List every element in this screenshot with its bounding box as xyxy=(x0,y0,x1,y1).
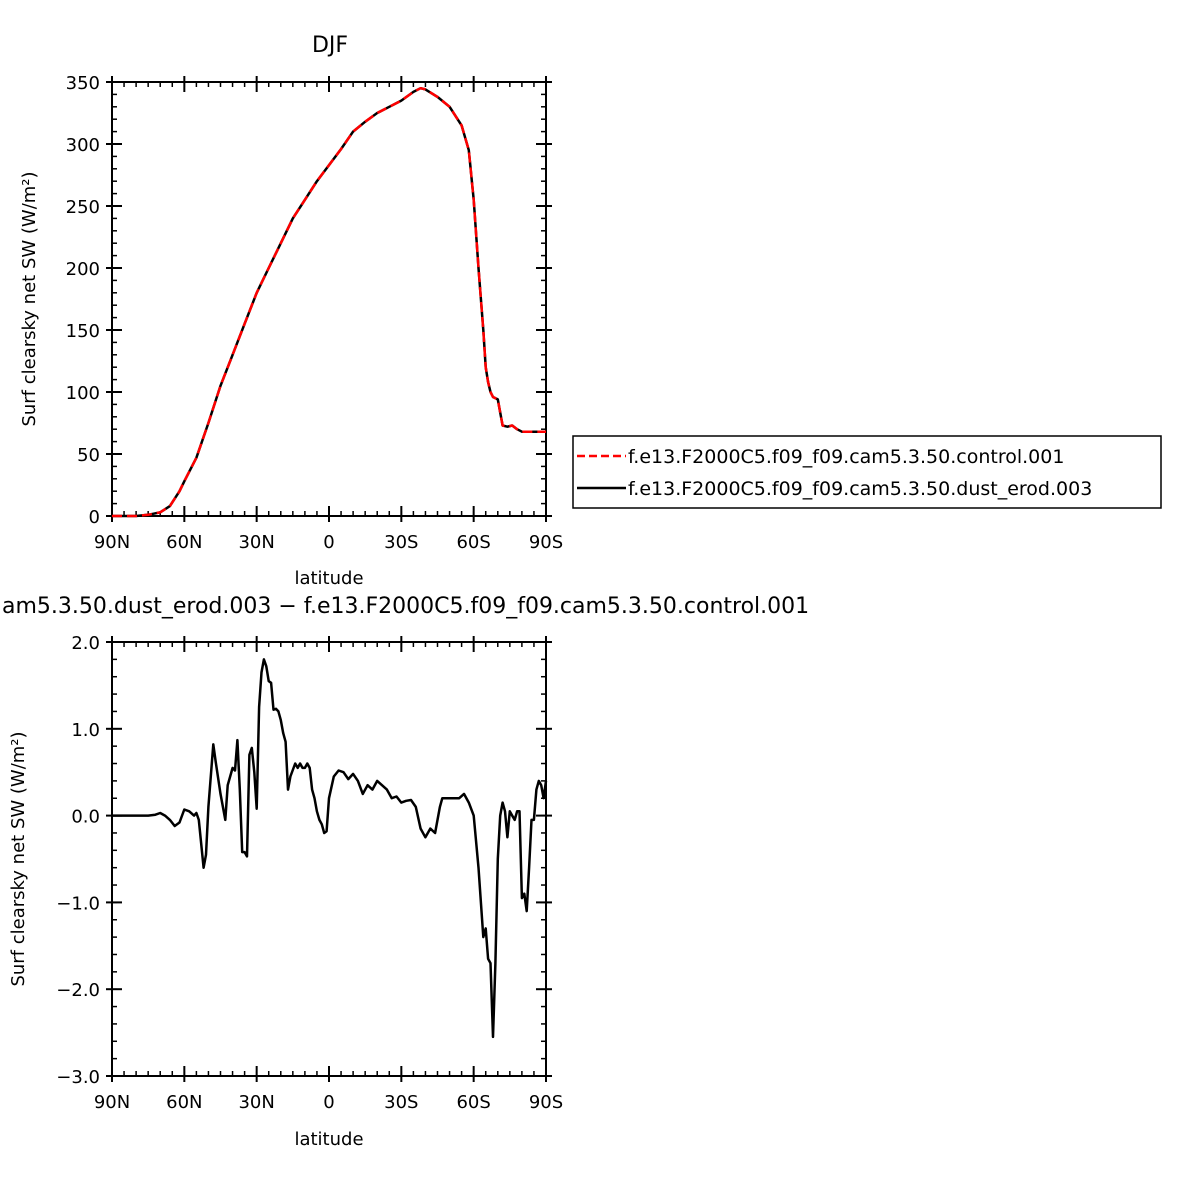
x-tick-label: 0 xyxy=(323,1092,334,1113)
x-tick-label: 0 xyxy=(323,532,334,553)
x-tick-label: 90S xyxy=(529,1092,563,1113)
y-tick-label: −2.0 xyxy=(56,980,100,1001)
bottom-panel-marks: 90N 60N 30N 0 30S 60S 90S 2.0 1.0 0.0 −1.0 −2.0 −3.0 xyxy=(56,633,563,1113)
x-tick-label: 90N xyxy=(94,1092,130,1113)
y-tick-label: 150 xyxy=(66,321,100,342)
top-panel: DJF 90N 60N 30N 0 30S 60S 90S 0 50 100 150 200 250 30… xyxy=(19,33,563,589)
legend-label-control: f.e13.F2000C5.f09_f09.cam5.3.50.control.… xyxy=(628,446,1064,468)
y-tick-label: 0.0 xyxy=(71,807,100,828)
x-tick-label: 60N xyxy=(166,1092,202,1113)
x-tick-label: 60N xyxy=(166,532,202,553)
y-tick-label: 0 xyxy=(89,507,100,528)
x-tick-label: 90N xyxy=(94,532,130,553)
top-panel-ylabel: Surf clearsky net SW (W/m²) xyxy=(19,171,40,426)
top-panel-xlabel: latitude xyxy=(294,568,363,589)
y-tick-label: 100 xyxy=(66,383,100,404)
y-tick-label: 300 xyxy=(66,135,100,156)
x-tick-label: 30N xyxy=(238,1092,274,1113)
x-tick-label: 30N xyxy=(238,532,274,553)
series-line-0 xyxy=(112,658,548,1039)
y-tick-label: 200 xyxy=(66,259,100,280)
y-tick-label: 1.0 xyxy=(71,720,100,741)
y-tick-label: −1.0 xyxy=(56,893,100,914)
top-panel-title: DJF xyxy=(312,33,348,58)
bottom-panel-xlabel: latitude xyxy=(294,1129,363,1150)
legend-box xyxy=(572,435,1162,509)
bottom-panel-ylabel: Surf clearsky net SW (W/m²) xyxy=(8,731,29,986)
x-tick-label: 30S xyxy=(384,532,418,553)
y-tick-label: −3.0 xyxy=(56,1067,100,1088)
bottom-panel: am5.3.50.dust_erod.003 − f.e13.F2000C5.f… xyxy=(2,594,809,1150)
bottom-panel-title: am5.3.50.dust_erod.003 − f.e13.F2000C5.f… xyxy=(2,594,809,619)
x-tick-label: 30S xyxy=(384,1092,418,1113)
legend-label-dust-erod: f.e13.F2000C5.f09_f09.cam5.3.50.dust_ero… xyxy=(628,478,1092,500)
y-tick-label: 50 xyxy=(77,445,100,466)
bottom-plot-frame xyxy=(111,641,547,1077)
top-panel-marks: 90N 60N 30N 0 30S 60S 90S 0 50 100 150 200 250 300 350 xyxy=(66,73,564,553)
series-line-0 xyxy=(112,86,546,518)
y-tick-label: 2.0 xyxy=(71,633,100,654)
y-tick-label: 250 xyxy=(66,197,100,218)
x-tick-label: 60S xyxy=(456,1092,490,1113)
x-tick-label: 90S xyxy=(529,532,563,553)
x-tick-label: 60S xyxy=(456,532,490,553)
y-tick-label: 350 xyxy=(66,73,100,94)
legend: f.e13.F2000C5.f09_f09.cam5.3.50.control.… xyxy=(572,435,1162,509)
